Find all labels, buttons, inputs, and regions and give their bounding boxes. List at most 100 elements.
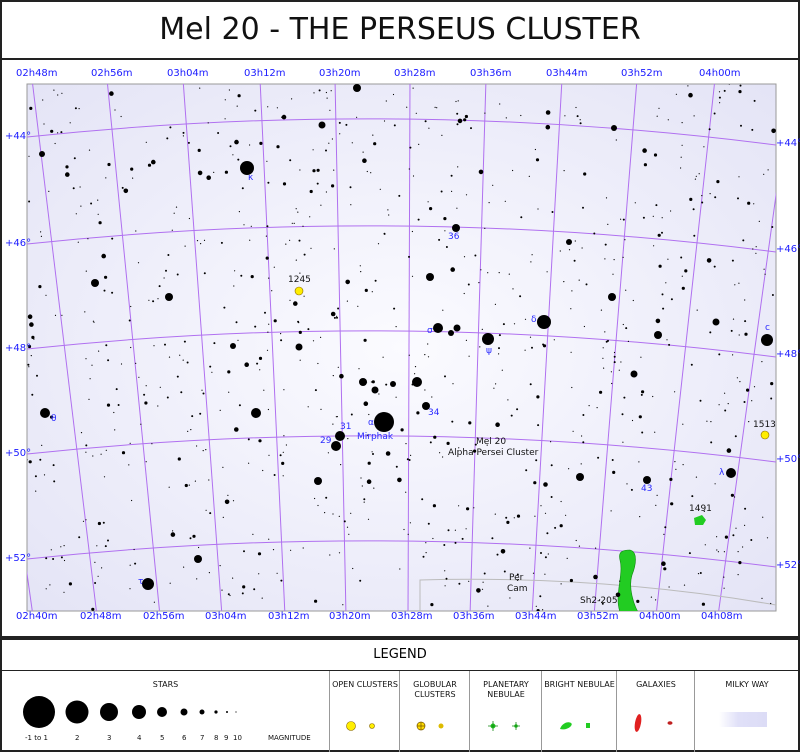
star — [443, 544, 446, 546]
star — [191, 415, 194, 418]
star — [280, 339, 283, 342]
star — [716, 549, 718, 551]
milky-way-swatch — [719, 712, 767, 727]
star — [291, 222, 293, 224]
star — [105, 177, 107, 179]
bright-star — [537, 315, 551, 329]
star — [400, 428, 404, 432]
star — [362, 151, 364, 153]
star — [168, 486, 170, 488]
star — [427, 356, 430, 358]
star — [681, 286, 685, 290]
star — [282, 475, 284, 477]
ra-gridline — [334, 84, 347, 611]
star — [510, 414, 513, 417]
star — [184, 483, 188, 488]
star — [573, 259, 576, 262]
star — [544, 512, 547, 514]
star — [468, 355, 470, 357]
star — [54, 314, 57, 316]
star — [718, 404, 720, 406]
star — [734, 284, 736, 286]
star — [463, 256, 466, 258]
star — [34, 475, 37, 478]
star — [599, 390, 603, 394]
star — [265, 235, 267, 237]
star — [343, 520, 346, 523]
legend-planetary-nebulae: PLANETARY NEBULAE — [469, 671, 542, 752]
star — [670, 298, 673, 301]
star — [314, 599, 318, 603]
star — [283, 435, 285, 437]
dec-gridline — [27, 435, 776, 463]
star — [293, 222, 295, 224]
star — [233, 285, 235, 287]
bright-star — [761, 334, 773, 346]
ra-label-bottom: 03h20m — [329, 611, 371, 622]
star — [639, 516, 641, 518]
star — [412, 87, 414, 89]
star-label-tau: τ — [138, 577, 144, 587]
star — [28, 460, 32, 464]
ngc1513-cluster — [760, 430, 770, 440]
legend-galaxies-label: GALAXIES — [636, 680, 676, 689]
star — [500, 549, 506, 554]
dec-label-right: +48° — [776, 349, 800, 360]
star — [744, 320, 747, 323]
star-label-n36: 36 — [448, 232, 460, 242]
star — [675, 468, 677, 470]
star — [531, 254, 533, 256]
star — [325, 496, 328, 499]
star — [699, 572, 702, 574]
bright-star — [448, 330, 454, 336]
star — [524, 318, 527, 320]
star — [206, 175, 211, 180]
star — [492, 184, 494, 186]
star — [724, 535, 729, 539]
star — [624, 239, 626, 241]
star — [199, 87, 201, 89]
star — [473, 507, 475, 509]
star — [661, 561, 666, 566]
ra-gridline — [106, 84, 161, 611]
open-cluster-symbols — [346, 721, 375, 731]
star — [266, 160, 268, 162]
star — [482, 581, 484, 583]
ra-label-top: 02h48m — [16, 68, 58, 79]
star — [529, 336, 532, 338]
bright-star — [251, 408, 261, 418]
ngc1245-cluster — [294, 286, 304, 296]
star — [87, 238, 89, 240]
star — [613, 259, 615, 261]
star — [360, 477, 362, 479]
star — [739, 84, 742, 87]
star — [456, 207, 458, 209]
ra-label-bottom: 04h00m — [639, 611, 681, 622]
star — [488, 202, 490, 204]
star — [27, 459, 28, 461]
bright-star — [726, 468, 736, 478]
star — [457, 118, 463, 124]
star — [535, 459, 538, 462]
star — [53, 89, 55, 91]
star — [770, 382, 774, 386]
star — [738, 561, 742, 565]
star — [744, 507, 747, 510]
star — [432, 537, 434, 540]
star — [298, 239, 301, 242]
star — [739, 381, 741, 383]
star — [534, 148, 537, 151]
star — [622, 256, 624, 258]
star — [135, 230, 137, 232]
star — [540, 552, 542, 554]
star — [338, 552, 341, 554]
star — [101, 253, 106, 259]
star — [259, 141, 263, 145]
star — [173, 212, 175, 214]
star — [54, 142, 56, 145]
star — [385, 100, 387, 102]
star — [728, 84, 730, 85]
bright-star — [91, 279, 99, 287]
star — [60, 556, 63, 559]
star — [317, 504, 319, 507]
